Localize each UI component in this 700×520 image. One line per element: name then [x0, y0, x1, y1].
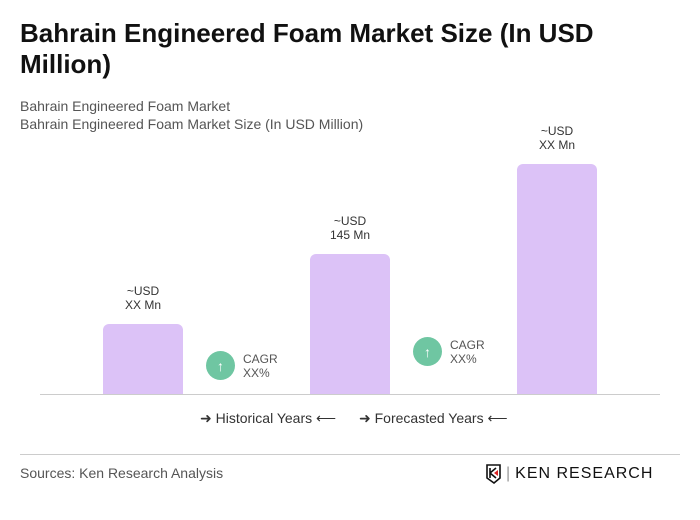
- cagr-label: CAGR: [243, 351, 278, 366]
- source-text: Sources: Ken Research Analysis: [20, 465, 224, 481]
- arrow-right-icon: ➜: [200, 410, 212, 426]
- legend-historical: ➜ Historical Years ⟵: [200, 410, 336, 427]
- bar-3: [517, 164, 597, 394]
- ken-research-logo: | KEN RESEARCH: [486, 464, 653, 484]
- cagr-value: XX%: [243, 365, 270, 380]
- cagr-badge-2: ↑ CAGR XX%: [413, 337, 485, 366]
- chart-title: Bahrain Engineered Foam Market Size (In …: [20, 18, 594, 79]
- bar-2: [310, 254, 390, 394]
- arrow-right-icon: ➜: [359, 410, 371, 426]
- data-label: ~USD 145 Mn: [329, 214, 371, 242]
- data-label: ~USD XX Mn: [124, 283, 161, 312]
- arrow-up-icon: ↑: [413, 337, 442, 366]
- cagr-label: CAGR: [450, 337, 485, 352]
- data-label: ~USD XX Mn: [538, 124, 575, 153]
- divider: [20, 454, 680, 455]
- cagr-badge-1: ↑ CAGR XX%: [206, 351, 278, 380]
- cagr-value: XX%: [450, 351, 477, 366]
- subtitle-2: Bahrain Engineered Foam Market Size (In …: [20, 116, 364, 132]
- arrow-left-icon: ⟵: [316, 410, 337, 426]
- arrow-left-icon: ⟵: [487, 410, 508, 426]
- x-axis: [40, 394, 660, 395]
- legend-label: Historical Years: [215, 410, 313, 426]
- bar-1: [103, 323, 183, 394]
- legend-forecasted: ➜ Forecasted Years ⟵: [359, 410, 508, 427]
- subtitle: Bahrain Engineered Foam Market: [20, 98, 231, 114]
- arrow-up-icon: ↑: [206, 351, 235, 380]
- legend-label: Forecasted Years: [374, 410, 484, 426]
